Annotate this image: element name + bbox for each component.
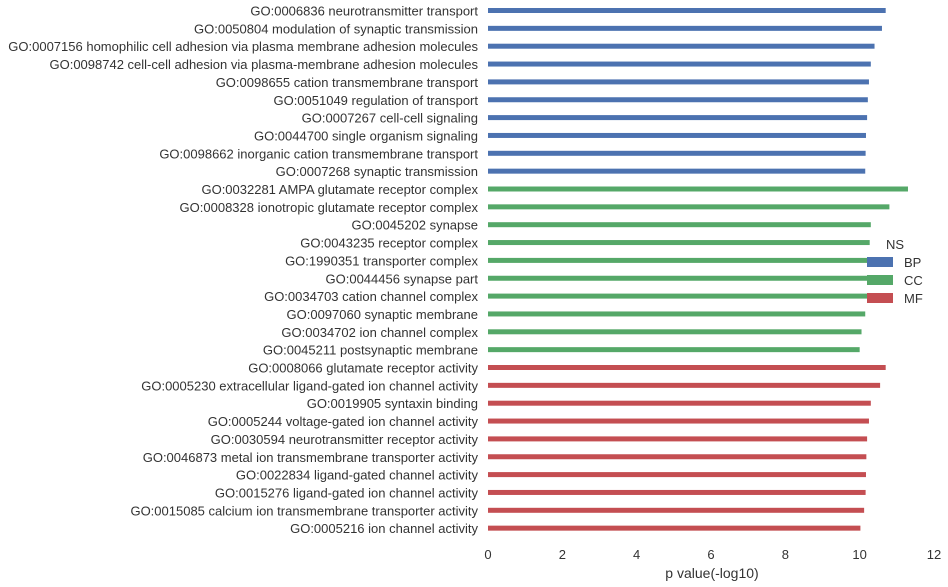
y-tick-label: GO:0022834 ligand-gated channel activity (236, 468, 479, 483)
bar-mf (488, 436, 868, 442)
bar-mf (488, 418, 869, 424)
bar-bp (488, 132, 866, 138)
legend-label-cc: CC (904, 273, 923, 288)
y-tick-label: GO:0032281 AMPA glutamate receptor compl… (201, 182, 478, 197)
legend-label-mf: MF (904, 291, 923, 306)
x-tick-label: 10 (852, 547, 866, 562)
bar-bp (488, 43, 875, 49)
y-tick-label: GO:0044700 single organism signaling (254, 128, 478, 143)
y-tick-label: GO:0046873 metal ion transmembrane trans… (143, 450, 479, 465)
y-tick-label: GO:0015276 ligand-gated ion channel acti… (215, 485, 479, 500)
y-tick-labels: GO:0006836 neurotransmitter transport GO:… (8, 4, 478, 537)
bar-mf (488, 525, 861, 531)
y-tick-label: GO:0030594 neurotransmitter receptor act… (211, 432, 479, 447)
y-tick-label: GO:0006836 neurotransmitter transport (250, 4, 478, 19)
y-tick-label: GO:0043235 receptor complex (300, 236, 478, 251)
bar-cc (488, 222, 871, 228)
bar-mf (488, 365, 886, 370)
y-tick-label: GO:1990351 transporter complex (285, 253, 478, 268)
legend: NS BP CC MF (867, 237, 923, 306)
legend-label-bp: BP (904, 255, 921, 270)
x-tick-label: 0 (484, 547, 491, 562)
bar-bp (488, 61, 871, 67)
legend-swatch-mf (867, 293, 893, 303)
y-tick-label: GO:0019905 syntaxin binding (307, 396, 478, 411)
y-tick-label: GO:0098742 cell-cell adhesion via plasma… (49, 57, 478, 72)
y-tick-label: GO:0005244 voltage-gated ion channel act… (208, 414, 479, 429)
bar-mf (488, 489, 866, 495)
bar-mf (488, 382, 881, 388)
bar-bp (488, 25, 882, 31)
x-tick-label: 8 (782, 547, 789, 562)
bar-cc (488, 257, 869, 263)
bar-cc (488, 293, 868, 299)
bar-cc (488, 240, 870, 246)
bar-bp (488, 115, 868, 121)
y-tick-label: GO:0045211 postsynaptic membrane (263, 343, 478, 358)
bar-mf (488, 507, 865, 513)
y-tick-label: GO:0044456 synapse part (326, 271, 479, 286)
y-tick-label: GO:0007268 synaptic transmission (276, 164, 478, 179)
bar-bp (488, 8, 886, 13)
x-tick-label: 4 (633, 547, 640, 562)
y-tick-label: GO:0005216 ion channel activity (290, 521, 478, 536)
bar-cc (488, 275, 869, 281)
x-tick-label: 12 (927, 547, 941, 562)
legend-swatch-cc (867, 275, 893, 285)
bar-mf (488, 454, 867, 460)
x-tick-label: 6 (707, 547, 714, 562)
y-tick-label: GO:0098662 inorganic cation transmembran… (159, 146, 478, 161)
y-tick-label: GO:0045202 synapse (352, 218, 478, 233)
bar-mf (488, 472, 866, 478)
y-tick-label: GO:0034703 cation channel complex (264, 289, 478, 304)
y-tick-label: GO:0051049 regulation of transport (273, 93, 478, 108)
y-tick-label: GO:0007156 homophilic cell adhesion via … (8, 39, 478, 54)
bar-cc (488, 204, 890, 210)
y-tick-label: GO:0005230 extracellular ligand-gated io… (141, 378, 478, 393)
bar-cc (488, 311, 866, 317)
bar-bp (488, 97, 868, 103)
y-tick-label: GO:0050804 modulation of synaptic transm… (194, 21, 478, 36)
x-axis-label: p value(-log10) (665, 565, 758, 581)
bar-cc (488, 186, 908, 192)
y-tick-label: GO:0097060 synaptic membrane (287, 307, 479, 322)
bar-cc (488, 329, 862, 335)
x-tick-labels: 0 2 4 6 8 10 12 (484, 547, 941, 562)
y-tick-label: GO:0034702 ion channel complex (281, 325, 478, 340)
bar-cc (488, 347, 860, 353)
y-tick-label: GO:0008328 ionotropic glutamate receptor… (180, 200, 479, 215)
bars-layer (488, 8, 908, 531)
y-tick-label: GO:0008066 glutamate receptor activity (248, 361, 478, 376)
legend-title: NS (886, 237, 904, 252)
y-tick-label: GO:0007267 cell-cell signaling (302, 111, 478, 126)
bar-bp (488, 79, 869, 85)
bar-mf (488, 400, 871, 406)
y-tick-label: GO:0015085 calcium ion transmembrane tra… (130, 503, 478, 518)
bar-bp (488, 150, 866, 156)
x-tick-label: 2 (559, 547, 566, 562)
legend-swatch-bp (867, 257, 893, 267)
y-tick-label: GO:0098655 cation transmembrane transpor… (216, 75, 479, 90)
bar-bp (488, 168, 866, 174)
